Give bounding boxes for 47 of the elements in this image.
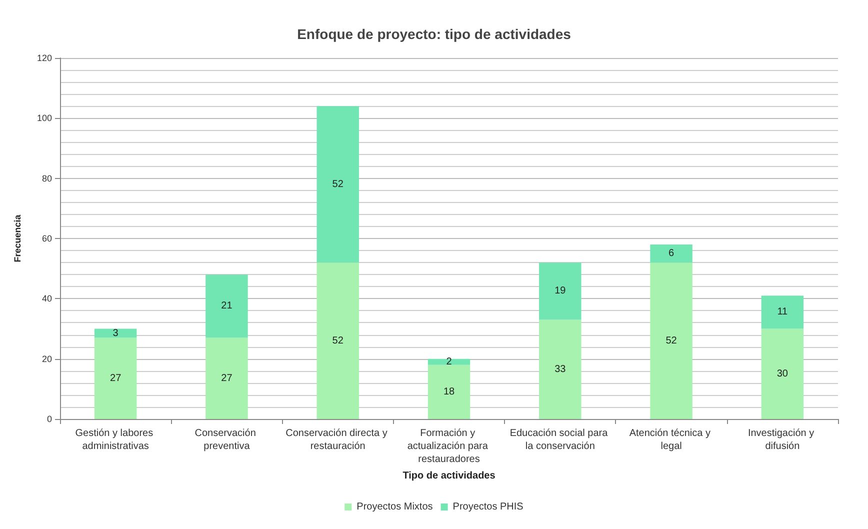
x-tick-label: Conservación directa y restauración: [286, 428, 390, 452]
bar: [94, 338, 137, 419]
data-label: 19: [554, 286, 566, 297]
y-tick-label: 20: [42, 354, 52, 364]
x-axis-title: Tipo de actividades: [402, 470, 496, 482]
y-tick-label: 120: [36, 53, 52, 63]
x-tick-label: Educación social para la conservación: [510, 428, 610, 452]
data-label: 30: [776, 368, 788, 380]
data-label: 52: [332, 178, 344, 190]
data-label: 2: [446, 356, 452, 368]
data-label: 33: [554, 364, 566, 375]
legend-label: Proyectos PHIS: [452, 502, 524, 512]
bar: [316, 106, 359, 263]
chart-title: Enfoque de proyecto: tipo de actividades: [297, 26, 572, 42]
bar: [206, 274, 248, 338]
data-label: 18: [443, 386, 455, 398]
bar: [206, 338, 248, 419]
data-label: 52: [332, 335, 344, 346]
x-tick-label: Conservación preventiva: [194, 428, 259, 452]
x-tick-label: Atención técnica y legal: [629, 428, 714, 452]
y-tick-label: 60: [42, 234, 52, 244]
bar: [316, 262, 359, 419]
y-tick-label: 0: [46, 414, 52, 424]
legend-label: Proyectos Mixtos: [356, 502, 433, 512]
bar: [94, 328, 137, 338]
bar: [428, 364, 470, 419]
bar: [761, 328, 804, 419]
x-tick-label: Formación y actualización para restauradores: [407, 428, 491, 465]
bar: [539, 262, 582, 320]
bar: [428, 358, 470, 365]
bar: [650, 244, 692, 263]
bar: [650, 262, 692, 419]
y-tick-label: 40: [42, 294, 52, 304]
bar: [761, 296, 804, 329]
data-label: 27: [110, 372, 122, 384]
data-label: 21: [221, 300, 233, 312]
data-label: 52: [666, 335, 678, 346]
data-label: 11: [777, 306, 788, 318]
x-tick-label: Gestión y labores administrativas: [75, 428, 156, 452]
data-label: 6: [668, 248, 675, 260]
y-tick-label: 100: [36, 113, 52, 124]
y-axis-title: Frecuencia: [12, 214, 22, 262]
x-tick-label: Investigación y difusión: [748, 428, 817, 452]
y-tick-label: 80: [42, 173, 52, 184]
data-label: 27: [221, 372, 233, 384]
data-label: 3: [112, 328, 119, 339]
bar: [539, 320, 582, 419]
